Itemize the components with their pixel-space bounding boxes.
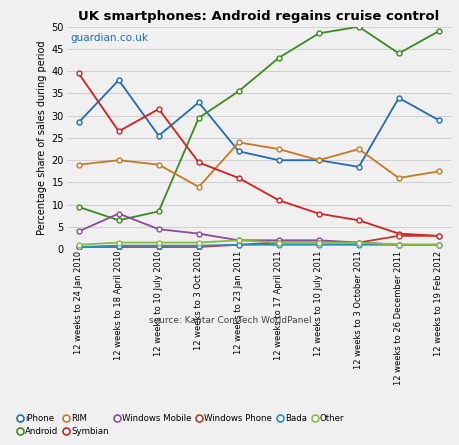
- iPhone: [275, 158, 281, 163]
- Bada: [196, 243, 201, 248]
- RIM: [196, 184, 201, 190]
- RIM: [315, 158, 321, 163]
- Android: [395, 51, 401, 56]
- Bada: [395, 242, 401, 247]
- Symbian: [395, 231, 401, 236]
- Symbian: [315, 211, 321, 216]
- Symbian: [76, 71, 81, 76]
- iPhone: [315, 158, 321, 163]
- Symbian: [116, 129, 121, 134]
- RIM: [156, 162, 161, 167]
- Text: guardian.co.uk: guardian.co.uk: [70, 33, 148, 43]
- Line: Windows Mobile: Windows Mobile: [76, 211, 440, 247]
- Other: [235, 238, 241, 243]
- Windows Mobile: [196, 231, 201, 236]
- Symbian: [235, 175, 241, 181]
- Android: [116, 218, 121, 223]
- Other: [196, 240, 201, 245]
- Windows Mobile: [395, 242, 401, 247]
- Other: [435, 242, 441, 247]
- Bada: [355, 242, 361, 247]
- Line: Android: Android: [76, 24, 440, 222]
- Windows Mobile: [235, 238, 241, 243]
- Windows Mobile: [315, 238, 321, 243]
- Other: [116, 240, 121, 245]
- Line: iPhone: iPhone: [76, 78, 440, 169]
- Windows Phone: [76, 244, 81, 250]
- RIM: [76, 162, 81, 167]
- Other: [156, 240, 161, 245]
- Android: [435, 28, 441, 34]
- Windows Mobile: [156, 227, 161, 232]
- iPhone: [116, 77, 121, 83]
- Other: [76, 242, 81, 247]
- iPhone: [435, 117, 441, 123]
- Android: [275, 55, 281, 61]
- Windows Phone: [435, 233, 441, 239]
- Windows Phone: [156, 244, 161, 250]
- Line: Symbian: Symbian: [76, 71, 440, 238]
- Line: Bada: Bada: [76, 243, 440, 249]
- Android: [355, 24, 361, 29]
- Bada: [156, 243, 161, 248]
- RIM: [355, 146, 361, 152]
- Other: [275, 240, 281, 245]
- Android: [156, 209, 161, 214]
- iPhone: [395, 95, 401, 101]
- Windows Phone: [315, 240, 321, 245]
- Windows Phone: [196, 244, 201, 250]
- RIM: [395, 175, 401, 181]
- Windows Phone: [275, 240, 281, 245]
- Symbian: [275, 198, 281, 203]
- iPhone: [235, 149, 241, 154]
- iPhone: [355, 164, 361, 170]
- Bada: [435, 242, 441, 247]
- Title: UK smartphones: Android regains cruise control: UK smartphones: Android regains cruise c…: [78, 10, 438, 23]
- RIM: [275, 146, 281, 152]
- Symbian: [355, 218, 361, 223]
- Windows Mobile: [275, 238, 281, 243]
- Other: [395, 242, 401, 247]
- Bada: [275, 242, 281, 247]
- Android: [235, 89, 241, 94]
- Other: [355, 240, 361, 245]
- Windows Mobile: [76, 229, 81, 234]
- Bada: [116, 243, 121, 248]
- Other: [315, 240, 321, 245]
- Symbian: [196, 160, 201, 165]
- Symbian: [156, 106, 161, 112]
- Symbian: [435, 233, 441, 239]
- Windows Mobile: [116, 211, 121, 216]
- iPhone: [196, 100, 201, 105]
- Android: [76, 204, 81, 210]
- Bada: [76, 244, 81, 250]
- Windows Phone: [355, 240, 361, 245]
- RIM: [235, 140, 241, 145]
- Text: source: Kantar ComTech WorldPanel: source: Kantar ComTech WorldPanel: [148, 316, 311, 324]
- Line: Windows Phone: Windows Phone: [76, 234, 440, 249]
- Windows Mobile: [355, 240, 361, 245]
- Android: [196, 115, 201, 121]
- Android: [315, 31, 321, 36]
- Bada: [315, 242, 321, 247]
- RIM: [116, 158, 121, 163]
- Line: RIM: RIM: [76, 140, 440, 189]
- Windows Phone: [235, 242, 241, 247]
- Windows Phone: [116, 244, 121, 250]
- iPhone: [76, 120, 81, 125]
- Line: Other: Other: [76, 238, 440, 247]
- Y-axis label: Percentage share of sales during period: Percentage share of sales during period: [37, 40, 47, 235]
- Windows Phone: [395, 233, 401, 239]
- Bada: [235, 242, 241, 247]
- Legend: iPhone, Android, RIM, Symbian, Windows Mobile, Windows Phone, Bada, Other: iPhone, Android, RIM, Symbian, Windows M…: [18, 414, 344, 436]
- iPhone: [156, 133, 161, 138]
- RIM: [435, 169, 441, 174]
- Windows Mobile: [435, 242, 441, 247]
